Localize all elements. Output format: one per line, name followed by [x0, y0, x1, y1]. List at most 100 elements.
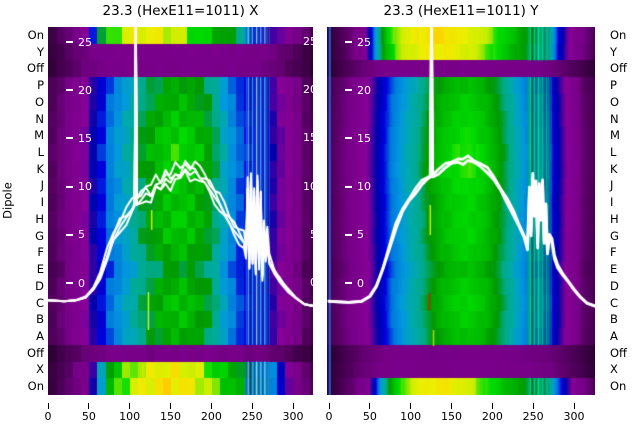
inner-y-tick-right: 0 [287, 276, 313, 290]
inner-y-tick-label: 25 [357, 35, 371, 49]
heatmap-panel-y: 25 20 15 10 5 0 [327, 27, 595, 395]
inner-y-tick-label: 25 [78, 35, 92, 49]
inner-y-tick-left: 10 [66, 180, 92, 194]
row-label-m: M [610, 128, 620, 143]
inner-y-tick-right: 25 [303, 35, 313, 49]
inner-y-tick-left: 10 [345, 180, 371, 194]
x-tick-label: 150 [441, 410, 462, 423]
inner-y-tick-left: 5 [66, 228, 85, 242]
row-label-l: L [610, 144, 617, 159]
x-tick-mark [532, 403, 534, 409]
row-label-off: Off [27, 345, 44, 360]
inner-y-tick-left: 15 [66, 131, 92, 145]
row-label-on: On [27, 27, 44, 42]
x-tick-mark [451, 403, 452, 409]
row-label-m: M [34, 128, 44, 143]
row-label-o: O [34, 94, 44, 109]
x-tick-mark [129, 403, 131, 409]
tick-dash [66, 89, 73, 92]
row-label-k: K [610, 161, 618, 176]
row-label-c: C [35, 295, 44, 310]
tick-dash [66, 41, 73, 44]
row-label-b: B [610, 312, 618, 327]
row-label-i: I [610, 195, 614, 210]
row-label-p: P [37, 78, 44, 93]
inner-y-tick-right: 15 [303, 131, 313, 145]
row-label-d: D [610, 278, 619, 293]
row-label-on: On [27, 379, 44, 394]
tick-dash [345, 137, 352, 140]
row-label-l: L [37, 144, 44, 159]
x-tick-mark [47, 403, 49, 409]
inner-y-tick-left: 20 [66, 83, 92, 97]
inner-y-tick-label: 20 [78, 83, 92, 97]
row-label-y: Y [610, 44, 618, 59]
tick-dash [345, 282, 352, 284]
x-tick-label: 0 [325, 410, 333, 423]
tick-dash [66, 282, 73, 284]
tick-dash [345, 89, 352, 92]
x-tick-label: 50 [362, 410, 377, 423]
x-tick-mark [210, 403, 212, 409]
x-tick-label: 300 [563, 410, 585, 423]
inner-y-tick-label: 10 [78, 180, 92, 194]
x-tick-mark [88, 403, 90, 409]
x-tick-label: 0 [44, 410, 52, 423]
x-tick-mark [251, 403, 253, 409]
panel-title-y: 23.3 (HexE11=1011) Y [383, 3, 539, 19]
row-label-on: On [610, 27, 627, 42]
inner-y-tick-left: 0 [66, 276, 85, 290]
row-label-c: C [610, 295, 619, 310]
tick-dash [66, 233, 73, 236]
x-tick-label: 300 [282, 410, 304, 423]
row-label-y: Y [36, 44, 44, 59]
x-tick-label: 150 [160, 410, 181, 423]
inner-y-tick-label: 5 [78, 228, 85, 242]
row-label-off: Off [610, 61, 627, 76]
row-label-h: H [35, 211, 44, 226]
x-tick-mark [573, 403, 575, 409]
inner-y-tick-left: 25 [66, 35, 92, 49]
row-label-a: A [610, 328, 618, 343]
x-tick-label: 100 [119, 410, 141, 423]
row-labels-right: On Y Off P O N M L K J I H G F E D C B A Off X On [610, 27, 640, 395]
row-label-j: J [610, 178, 614, 193]
inner-y-tick-label: 5 [357, 228, 364, 242]
tick-dash [345, 185, 352, 188]
row-label-x: X [610, 362, 618, 377]
inner-y-tick-label: 20 [357, 83, 371, 97]
row-label-h: H [610, 211, 619, 226]
inner-y-tick-right: 10 [303, 179, 313, 193]
inner-y-tick-label: 10 [357, 180, 371, 194]
inner-y-tick-label: 15 [357, 131, 371, 145]
tick-dash [66, 137, 73, 140]
tick-dash [66, 185, 73, 188]
inner-y-tick-label: 0 [357, 276, 364, 290]
row-label-j: J [40, 178, 44, 193]
x-tick-label: 50 [81, 410, 96, 423]
x-tick-label: 250 [522, 410, 544, 423]
row-label-f: F [610, 245, 617, 260]
x-tick-mark [410, 403, 412, 409]
heatmap-canvas-y [327, 27, 595, 395]
row-label-d: D [35, 278, 44, 293]
row-label-e: E [610, 262, 618, 277]
row-label-b: B [36, 312, 44, 327]
inner-y-tick-label: 0 [78, 276, 85, 290]
row-label-off: Off [610, 345, 627, 360]
row-labels-left: On Y Off P O N M L K J I H G F E D C B A Off X On [0, 27, 44, 395]
inner-y-tick-right: 20 [303, 83, 313, 97]
inner-y-tick-label: 15 [78, 131, 92, 145]
x-tick-label: 200 [481, 410, 503, 423]
tick-dash [345, 41, 352, 44]
heatmap-canvas-x [48, 27, 313, 395]
x-tick-label: 250 [241, 410, 263, 423]
row-label-f: F [37, 245, 44, 260]
row-label-g: G [610, 228, 619, 243]
x-tick-label: 100 [400, 410, 422, 423]
x-tick-mark [292, 403, 294, 409]
row-label-i: I [40, 195, 44, 210]
inner-y-tick-left: 15 [345, 131, 371, 145]
row-label-g: G [35, 228, 44, 243]
